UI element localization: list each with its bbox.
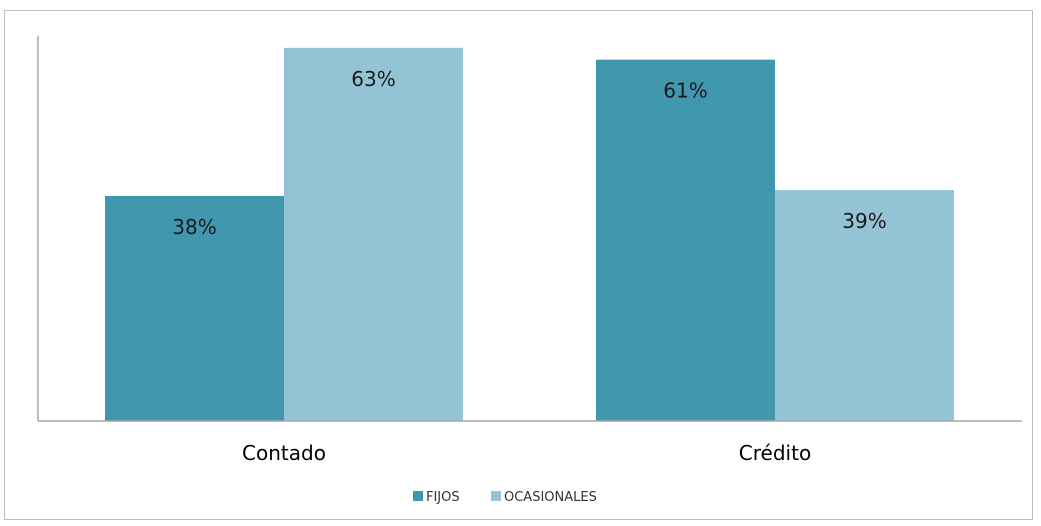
data-label-ocasionales-1: 63%	[351, 67, 395, 91]
category-label-2: Crédito	[739, 441, 811, 465]
legend-label-ocasionales: OCASIONALES	[504, 490, 597, 505]
bar-fijos-1	[105, 195, 284, 421]
legend-label-fijos: FIJOS	[426, 490, 460, 505]
data-label-fijos-2: 61%	[663, 79, 707, 103]
legend: FIJOS OCASIONALES	[413, 490, 597, 505]
legend-swatch-fijos	[413, 491, 423, 501]
category-label-1: Contado	[242, 441, 326, 465]
bar-ocasionales-1	[284, 47, 463, 421]
category-labels-group: Contado Crédito	[242, 441, 811, 465]
data-labels-group: 38% 63% 61% 39%	[172, 67, 886, 239]
bars-group	[105, 47, 954, 421]
bar-ocasionales-2	[775, 190, 954, 421]
legend-swatch-ocasionales	[491, 491, 501, 501]
bar-fijos-2	[596, 59, 775, 421]
data-label-ocasionales-2: 39%	[842, 209, 886, 233]
data-label-fijos-1: 38%	[172, 215, 216, 239]
